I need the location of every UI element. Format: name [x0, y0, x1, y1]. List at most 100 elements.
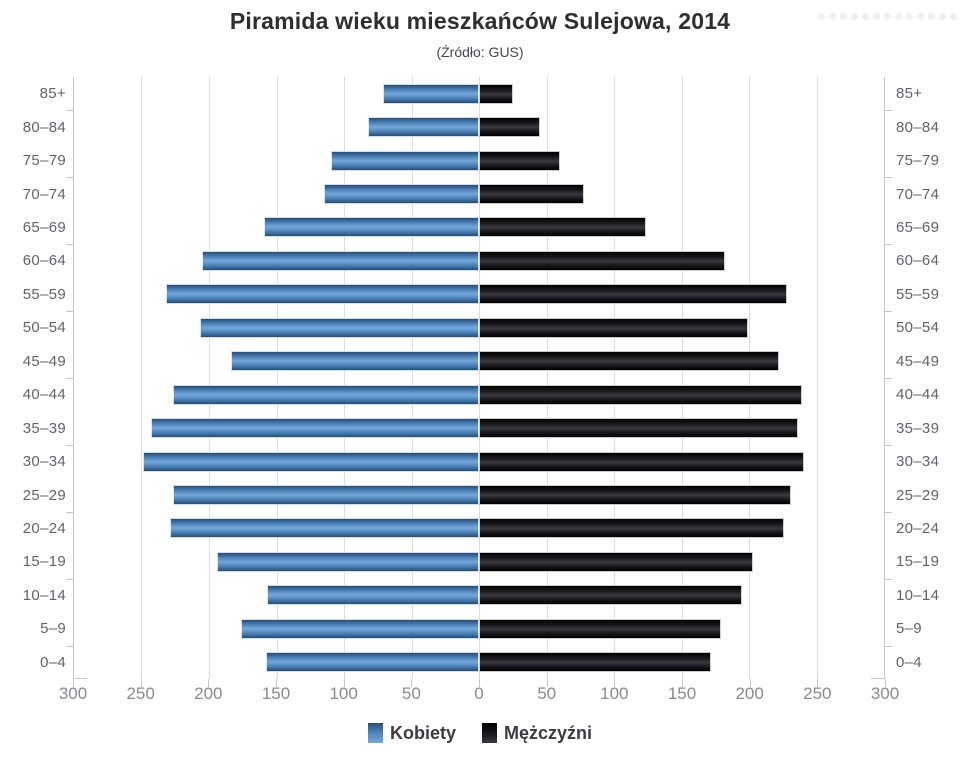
watermark-dot	[950, 13, 957, 20]
x-axis-label: 200	[735, 684, 764, 703]
watermark-dot	[895, 13, 902, 20]
y-axis-left: 85+ 80–84 75–79 70–74 65–69 60–64 55–59 50–54 45…	[0, 77, 66, 679]
watermark-dot	[917, 13, 924, 20]
bar-mezczyzni-30–34	[479, 451, 805, 472]
legend-label-mezczyzni: Mężczyźni	[503, 722, 593, 743]
axis-tick	[343, 679, 345, 687]
bar-kobiety-10–14	[267, 585, 479, 606]
bar-mezczyzni-45–49	[479, 351, 779, 372]
gridline	[411, 77, 413, 679]
pyramid-row	[74, 411, 884, 444]
axis-tick	[817, 679, 819, 687]
bar-kobiety-55–59	[165, 284, 479, 305]
axis-tick	[73, 679, 74, 687]
x-axis-label: 50	[401, 684, 421, 703]
age-label-left: 80–84	[22, 118, 66, 136]
age-label-right: 70–74	[896, 185, 940, 203]
bar-kobiety-25–29	[172, 485, 479, 506]
age-label-left: 50–54	[22, 319, 66, 337]
age-label-right: 80–84	[896, 118, 940, 136]
axis-tick	[66, 578, 73, 580]
age-label-left: 10–14	[22, 586, 66, 604]
bar-mezczyzni-80–84	[479, 117, 540, 138]
age-label-right: 20–24	[896, 519, 940, 537]
age-label-right: 60–64	[896, 252, 940, 270]
axis-tick	[885, 511, 892, 513]
watermark-dot	[840, 13, 847, 20]
watermark-dot	[906, 13, 913, 20]
axis-tick	[411, 679, 413, 687]
pyramid-row	[74, 512, 884, 545]
pyramid-row	[74, 211, 884, 244]
watermark-dot	[829, 13, 836, 20]
x-axis-labels: 300 250 200 150 100 50 0 50 100 150 200 250 300	[59, 684, 899, 706]
bar-kobiety-75–79	[330, 150, 479, 171]
age-label-right: 75–79	[896, 152, 940, 170]
bar-kobiety-30–34	[142, 451, 479, 472]
age-label-left: 15–19	[22, 553, 66, 571]
gridline	[546, 77, 548, 679]
age-label-left: 25–29	[22, 486, 66, 504]
axis-tick	[66, 177, 73, 179]
watermark-dot	[939, 13, 946, 20]
legend-item-kobiety[interactable]: Kobiety	[367, 723, 456, 744]
bar-kobiety-35–39	[150, 418, 479, 439]
pyramid-row	[74, 545, 884, 578]
axis-tick	[479, 679, 480, 687]
bar-mezczyzni-5–9	[479, 618, 721, 639]
axis-tick	[66, 444, 73, 446]
age-label-right: 50–54	[896, 319, 940, 337]
bar-mezczyzni-10–14	[479, 585, 743, 606]
pyramid-row	[74, 144, 884, 177]
bar-kobiety-5–9	[241, 618, 479, 639]
pyramid-row	[74, 345, 884, 378]
age-label-left: 30–34	[22, 453, 66, 471]
axis-tick	[682, 679, 683, 687]
gridline	[816, 77, 818, 679]
axis-tick	[885, 110, 892, 112]
bar-kobiety-65–69	[264, 217, 479, 238]
age-label-right: 85+	[896, 85, 923, 103]
gridline	[613, 77, 615, 679]
x-axis-label: 150	[667, 684, 697, 703]
bar-kobiety-45–49	[230, 351, 479, 372]
bar-mezczyzni-60–64	[479, 250, 725, 271]
axis-tick	[749, 679, 751, 687]
age-label-right: 5–9	[896, 620, 922, 638]
bar-mezczyzni-0–4	[479, 652, 712, 673]
axis-tick	[885, 679, 886, 687]
age-label-left: 75–79	[22, 152, 66, 170]
axis-tick	[614, 679, 616, 687]
age-label-left: 0–4	[40, 653, 66, 671]
age-label-right: 40–44	[896, 386, 940, 404]
x-axis-label: 100	[329, 684, 358, 703]
x-axis-ticks	[73, 679, 886, 687]
x-axis-label: 0	[474, 684, 484, 703]
axis-tick	[66, 511, 73, 513]
bar-kobiety-0–4	[265, 652, 479, 673]
age-label-right: 55–59	[896, 285, 940, 303]
pyramid-row	[74, 311, 884, 344]
watermark-dot	[851, 13, 858, 20]
axis-tick	[66, 244, 73, 246]
legend-item-mezczyzni[interactable]: Mężczyźni	[481, 722, 593, 744]
gridline	[681, 77, 683, 679]
legend-swatch-kobiety	[367, 723, 383, 743]
axis-tick	[66, 645, 73, 647]
axis-tick	[885, 177, 892, 179]
bar-mezczyzni-35–39	[479, 418, 798, 439]
axis-tick	[276, 679, 277, 687]
age-label-left: 5–9	[40, 620, 66, 638]
bar-mezczyzni-50–54	[479, 317, 748, 338]
age-label-left: 40–44	[22, 386, 66, 404]
axis-tick	[140, 679, 142, 687]
age-label-right: 10–14	[896, 586, 940, 604]
pyramid-row	[74, 378, 884, 411]
age-label-right: 30–34	[896, 453, 940, 471]
chart-title: Piramida wieku mieszkańców Sulejowa, 201…	[229, 8, 731, 34]
bar-mezczyzni-20–24	[479, 518, 785, 539]
axis-corner	[74, 678, 87, 679]
axis-tick	[885, 311, 892, 313]
bar-kobiety-40–44	[172, 384, 479, 405]
pyramid-row	[74, 244, 884, 277]
